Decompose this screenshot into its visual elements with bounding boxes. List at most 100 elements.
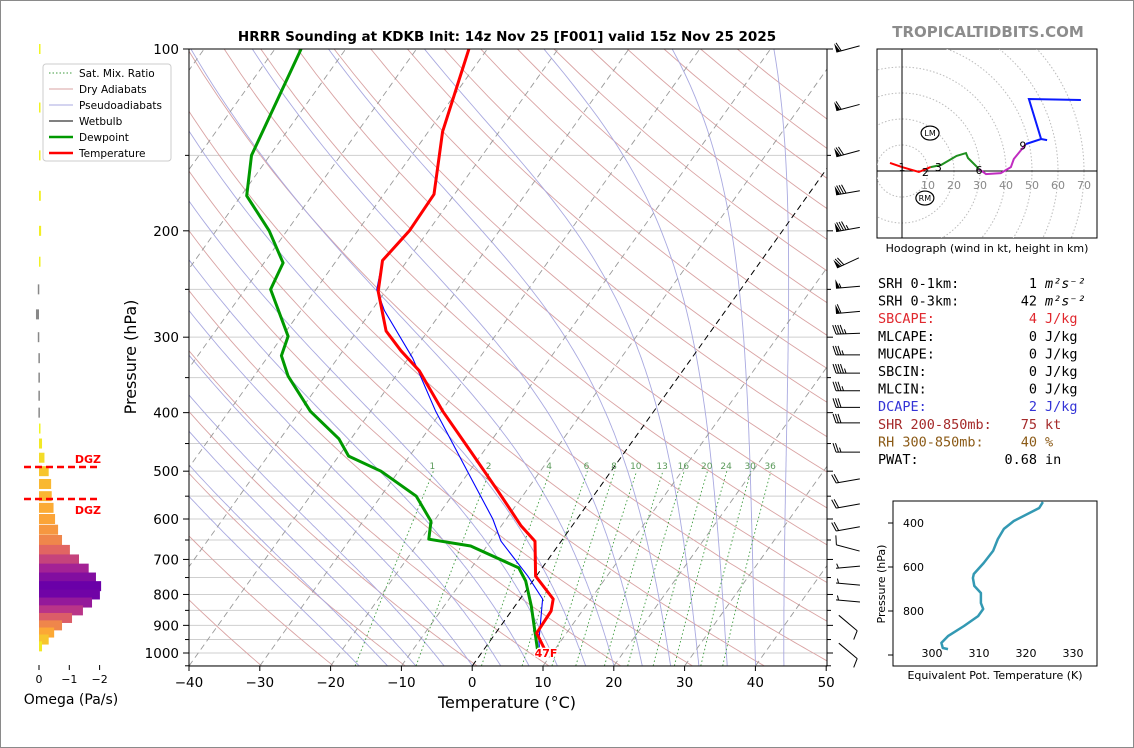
barb-staff xyxy=(836,478,860,484)
barb-full xyxy=(840,363,844,374)
dry-adiabat-line xyxy=(480,49,827,336)
barb-full xyxy=(838,221,845,231)
omega-bar xyxy=(37,332,40,343)
barb-staff xyxy=(836,285,860,289)
omega-tick-label: −2 xyxy=(91,673,107,686)
legend-entry-label: Dry Adiabats xyxy=(79,84,147,96)
wind-barb xyxy=(832,363,860,374)
barb-full xyxy=(834,324,839,335)
stat-label: SBCAPE: xyxy=(878,311,935,327)
omega-bar xyxy=(39,627,55,638)
temperature-tick-label: 40 xyxy=(747,675,764,691)
barb-full xyxy=(832,345,837,356)
barb-half xyxy=(836,563,839,569)
hodograph-segment xyxy=(978,143,1027,176)
stat-value: 40 xyxy=(1021,434,1037,450)
barb-full xyxy=(838,146,845,156)
hodograph-ring-label: 70 xyxy=(1077,179,1091,192)
wind-barb xyxy=(832,381,860,392)
mixing-ratio-label: 1 xyxy=(429,462,435,472)
barb-full xyxy=(841,184,847,194)
barb-full xyxy=(833,521,840,531)
hodograph-plot: 10 20 30 40 50 60 70 1 2 3 6 9 LM RM xyxy=(877,49,1097,238)
omega-bar xyxy=(39,534,63,545)
wind-barb xyxy=(831,521,860,532)
barb-full xyxy=(835,381,839,391)
wind-barb xyxy=(831,474,860,484)
wind-barb xyxy=(832,442,860,453)
barb-full xyxy=(835,442,839,453)
mixing-ratio-label: 13 xyxy=(656,462,667,472)
barb-full xyxy=(835,413,839,424)
barb-full xyxy=(853,630,858,640)
barb-full xyxy=(832,398,837,408)
theta-e-frame xyxy=(892,500,1098,667)
barb-full xyxy=(835,363,839,374)
stat-unit: m²s⁻² xyxy=(1044,276,1086,292)
stat-unit: % xyxy=(1045,434,1053,450)
dry-adiabat-line xyxy=(189,170,765,666)
barb-staff xyxy=(836,257,860,269)
stat-label: SRH 0-1km: xyxy=(878,276,959,292)
pressure-tick-label: 500 xyxy=(153,464,179,480)
mixing-ratio-line xyxy=(603,471,664,666)
barb-full xyxy=(835,101,842,110)
stat-value: 75 xyxy=(1021,417,1037,433)
storm-motion-label: LM xyxy=(924,129,935,138)
theta-e-y-label: Pressure (hPa) xyxy=(875,545,888,624)
moist-adiabat-line xyxy=(671,49,756,666)
moist-adiabat-line xyxy=(189,394,445,666)
barb-full xyxy=(835,535,837,545)
dry-adiabat-line xyxy=(370,49,827,438)
hodograph-ring-label: 60 xyxy=(1051,179,1065,192)
hodograph-height-label: 9 xyxy=(1019,140,1026,153)
hodograph-frame xyxy=(876,48,1098,239)
omega-bar xyxy=(37,284,40,295)
chart-title: HRRR Sounding at KDKB Init: 14z Nov 25 [… xyxy=(238,29,776,45)
theta-e-y-tick-label: 400 xyxy=(903,517,924,530)
omega-bar xyxy=(39,102,41,113)
omega-bar xyxy=(39,544,70,555)
hodograph-label: Hodograph (wind in kt, height in km) xyxy=(886,242,1089,255)
wind-barb xyxy=(834,101,860,112)
mixing-ratio-label: 8 xyxy=(611,462,617,472)
omega-bar xyxy=(39,150,41,161)
mixing-ratio-line xyxy=(700,471,752,666)
moist-adiabat-line xyxy=(190,49,615,666)
mixing-ratio-line xyxy=(652,471,708,666)
barb-flag xyxy=(834,186,841,195)
barb-full xyxy=(837,398,842,408)
temperature-tick-label: −40 xyxy=(175,675,204,691)
barb-staff xyxy=(836,544,860,552)
dry-adiabat-line xyxy=(189,50,827,622)
storm-motion-marker xyxy=(915,190,935,206)
stat-label: DCAPE: xyxy=(878,399,927,415)
barb-full xyxy=(833,499,840,508)
moist-adiabat-line xyxy=(189,430,417,666)
wind-barb xyxy=(835,279,860,289)
mixing-ratio-line xyxy=(627,471,685,666)
dry-adiabat-line xyxy=(223,49,827,584)
omega-bar xyxy=(39,225,42,236)
legend-entry-label: Pseudoadiabats xyxy=(79,100,162,112)
barb-full xyxy=(837,363,842,374)
stat-label: SHR 200-850mb: xyxy=(878,417,992,433)
barb-full xyxy=(832,325,837,335)
skewt-x-label: Temperature (°C) xyxy=(437,693,576,712)
omega-bar xyxy=(38,353,40,364)
omega-bar xyxy=(39,634,49,645)
isotherm-line xyxy=(189,49,347,270)
mixing-ratio-line xyxy=(575,471,638,666)
barb-half xyxy=(843,329,847,334)
moist-adiabat-line xyxy=(189,495,360,666)
barb-full xyxy=(831,522,837,532)
mixing-ratio-label: 36 xyxy=(764,462,776,472)
omega-panel: DGZ DGZ 0 −1 −2 xyxy=(24,44,108,686)
wind-barb xyxy=(832,345,860,356)
stat-value: 0 xyxy=(1029,382,1037,398)
isotherm-line xyxy=(189,49,417,369)
isotherm-line xyxy=(189,49,630,666)
dgz-label: DGZ xyxy=(75,504,101,517)
hodograph-segment xyxy=(889,161,931,174)
